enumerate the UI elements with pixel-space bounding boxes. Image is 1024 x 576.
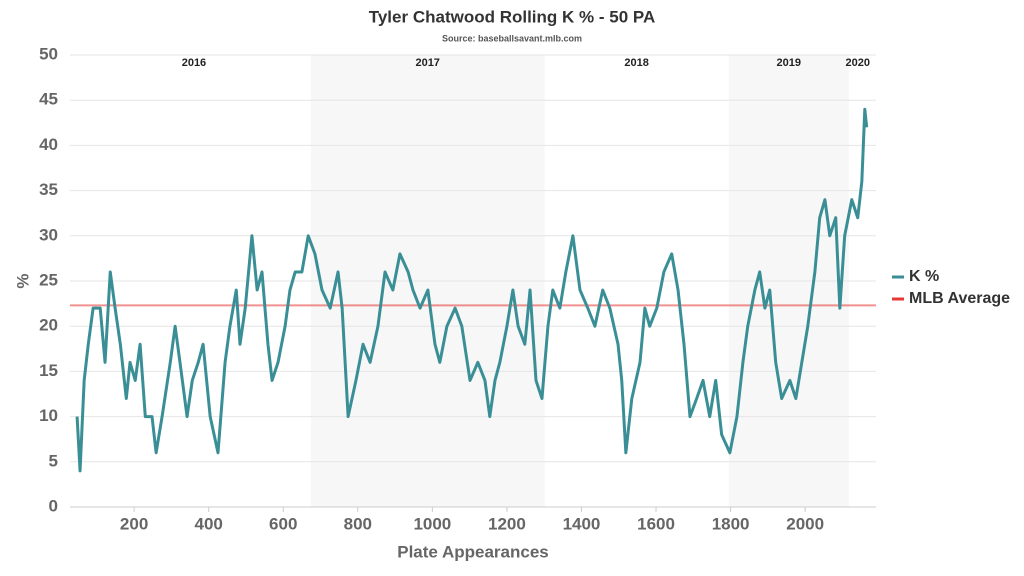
- x-tick-label: 200: [120, 514, 148, 533]
- x-tick-label: 1600: [637, 514, 675, 533]
- y-tick-label: 0: [49, 496, 58, 515]
- season-label: 2016: [182, 57, 206, 69]
- x-axis-label: Plate Appearances: [397, 542, 549, 561]
- x-tick-label: 1200: [488, 514, 526, 533]
- y-tick-label: 40: [39, 135, 58, 154]
- legend-label: K %: [909, 268, 939, 285]
- k-line: [75, 107, 869, 473]
- y-tick-label: 30: [39, 225, 58, 244]
- y-tick-label: 25: [39, 270, 58, 289]
- y-tick-label: 15: [39, 361, 58, 380]
- y-tick-label: 45: [39, 90, 58, 109]
- season-label: 2019: [777, 57, 801, 69]
- chart-subtitle: Source: baseballsavant.mlb.com: [442, 33, 582, 43]
- y-tick-label: 5: [49, 451, 58, 470]
- season-label: 2020: [845, 57, 869, 69]
- season-label: 2018: [624, 57, 648, 69]
- y-axis-label: %: [13, 273, 32, 288]
- y-tick-label: 10: [39, 406, 58, 425]
- legend-label: MLB Average: [909, 290, 1010, 307]
- x-tick-label: 1800: [712, 514, 750, 533]
- y-tick-label: 20: [39, 316, 58, 335]
- x-tick-label: 1400: [563, 514, 601, 533]
- y-tick-label: 50: [39, 44, 58, 63]
- x-tick-label: 600: [269, 514, 297, 533]
- x-tick-label: 400: [194, 514, 222, 533]
- x-tick-label: 2000: [786, 514, 824, 533]
- season-label: 2017: [415, 57, 439, 69]
- x-tick-label: 1000: [413, 514, 451, 533]
- chart-title: Tyler Chatwood Rolling K % - 50 PA: [369, 7, 656, 26]
- y-tick-label: 35: [39, 180, 58, 199]
- x-tick-label: 800: [344, 514, 372, 533]
